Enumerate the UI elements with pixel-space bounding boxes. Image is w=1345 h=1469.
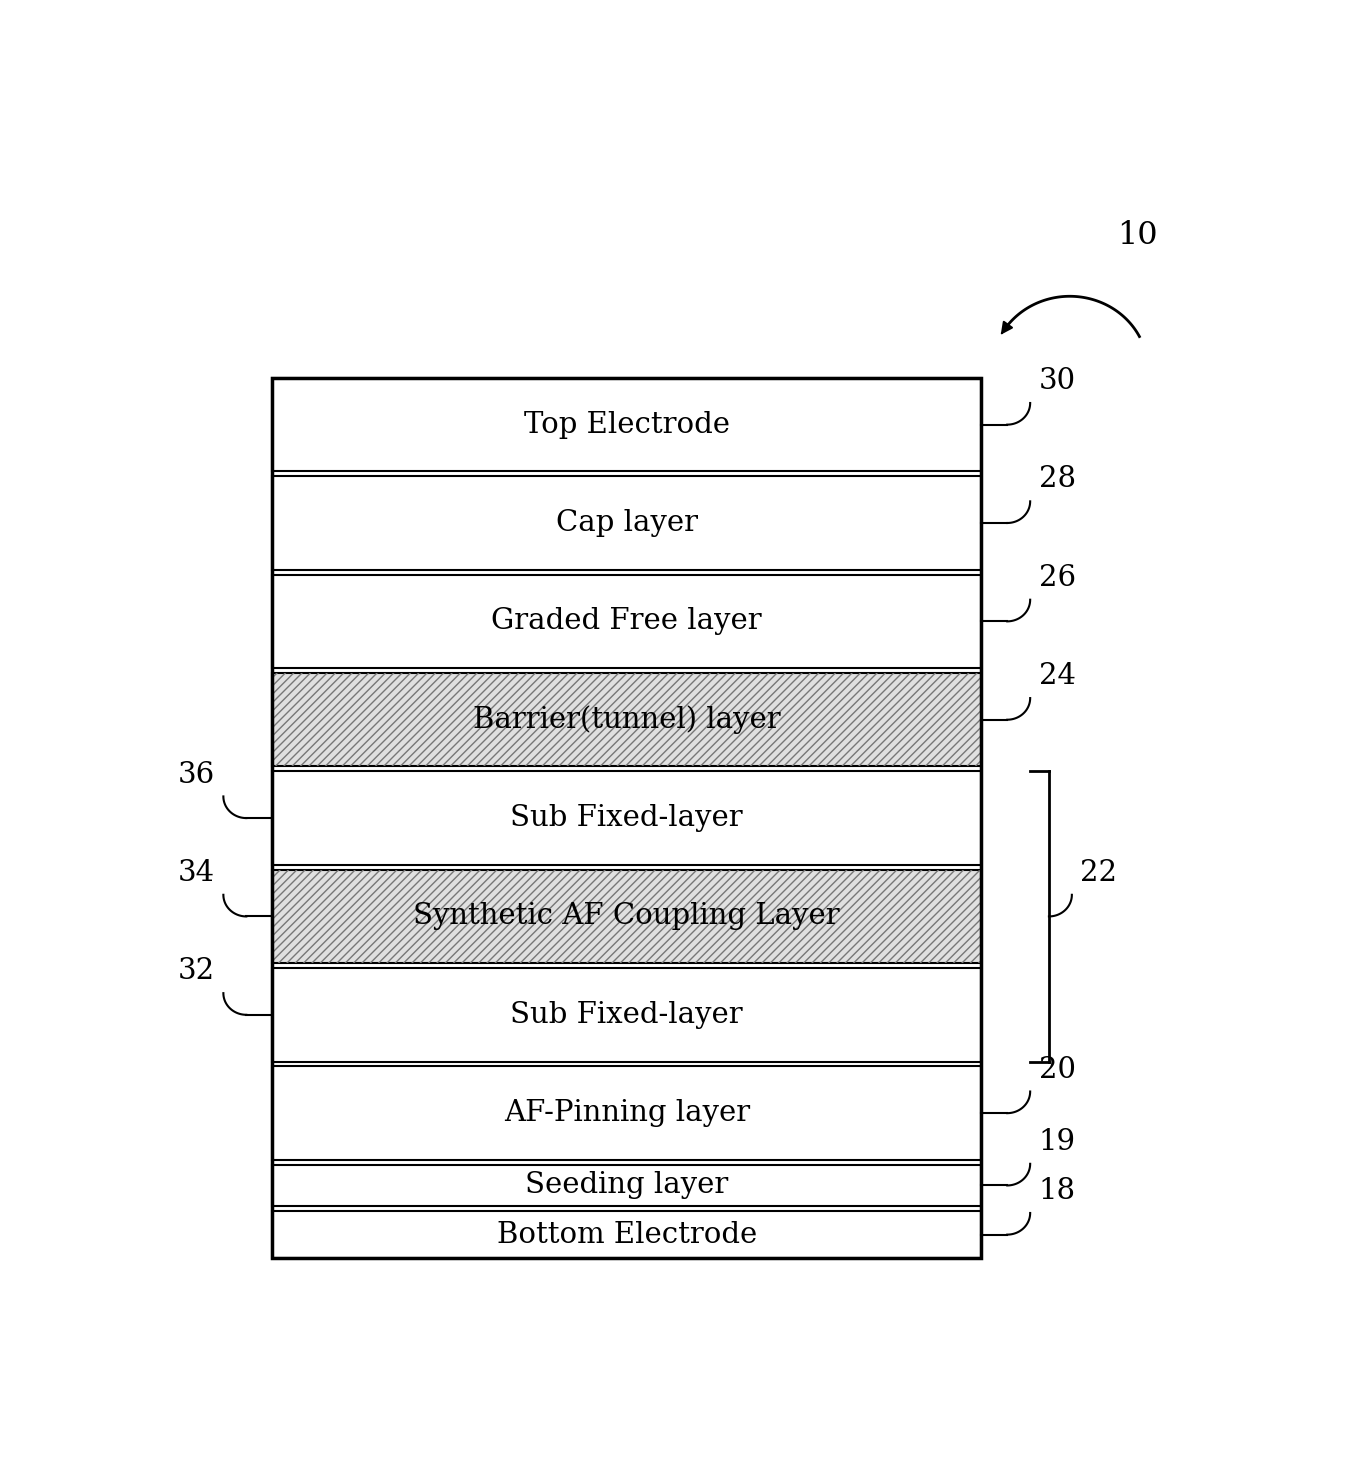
Text: AF-Pinning layer: AF-Pinning layer	[504, 1099, 749, 1127]
Bar	[272, 870, 982, 964]
Bar	[272, 771, 982, 865]
Text: Synthetic AF Coupling Layer: Synthetic AF Coupling Layer	[413, 902, 841, 930]
Text: Graded Free layer: Graded Free layer	[491, 607, 763, 636]
Bar	[272, 1165, 982, 1206]
Bar	[272, 378, 982, 472]
Text: Sub Fixed-layer: Sub Fixed-layer	[511, 1000, 742, 1028]
Text: Bottom Electrode: Bottom Electrode	[496, 1221, 757, 1249]
Bar	[272, 968, 982, 1062]
Text: 34: 34	[178, 859, 215, 887]
Text: 26: 26	[1038, 564, 1076, 592]
Text: 28: 28	[1038, 466, 1076, 494]
Bar	[272, 476, 982, 570]
Text: 32: 32	[178, 958, 215, 986]
Text: 30: 30	[1038, 367, 1076, 395]
Bar	[272, 673, 982, 767]
Text: 24: 24	[1038, 663, 1076, 690]
Bar	[272, 870, 982, 964]
Text: 10: 10	[1116, 220, 1157, 251]
Text: 19: 19	[1038, 1128, 1076, 1156]
Text: 22: 22	[1080, 859, 1118, 887]
Text: 20: 20	[1038, 1056, 1076, 1084]
Bar	[272, 1210, 982, 1259]
Bar	[272, 378, 982, 1259]
Text: Seeding layer: Seeding layer	[525, 1171, 729, 1200]
Text: 18: 18	[1038, 1177, 1076, 1205]
Text: Top Electrode: Top Electrode	[523, 411, 730, 439]
Text: 36: 36	[178, 761, 215, 789]
Bar	[272, 574, 982, 668]
Bar	[272, 1066, 982, 1161]
Text: Sub Fixed-layer: Sub Fixed-layer	[511, 804, 742, 831]
Text: Barrier(tunnel) layer: Barrier(tunnel) layer	[473, 705, 780, 734]
Text: Cap layer: Cap layer	[555, 508, 698, 538]
Bar	[272, 673, 982, 767]
